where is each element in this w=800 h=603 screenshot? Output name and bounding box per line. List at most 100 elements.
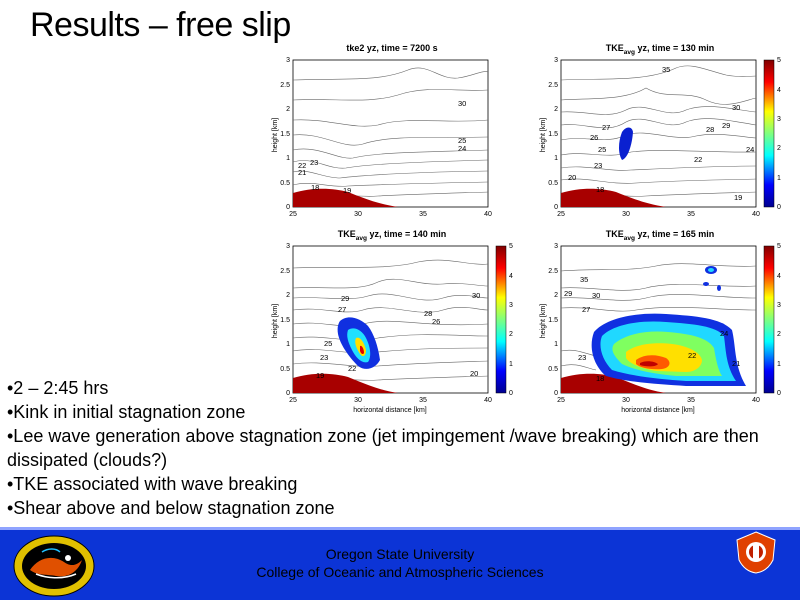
plot-title: tke2 yz, time = 7200 s (346, 43, 437, 53)
contour-label: 25 (598, 145, 606, 154)
bullet-list: •2 – 2:45 hrs •Kink in initial stagnatio… (7, 376, 793, 520)
svg-text:0: 0 (554, 204, 558, 211)
y-axis-label: height [km] (540, 118, 547, 152)
contour-label: 27 (338, 305, 346, 314)
contour-label: 28 (424, 309, 432, 318)
slide-title: Results – free slip (30, 6, 291, 44)
plot-title: TKEavg yz, time = 130 min (606, 43, 715, 56)
svg-text:0.5: 0.5 (548, 180, 558, 187)
y-tick-labels: 0 0.5 1 1.5 2 2.5 3 (548, 243, 558, 397)
svg-text:25: 25 (557, 211, 565, 218)
contour-label: 24 (720, 329, 728, 338)
svg-text:0.5: 0.5 (548, 366, 558, 373)
bullet-item: •Kink in initial stagnation zone (7, 402, 246, 422)
contour-label: 23 (320, 353, 328, 362)
svg-text:1: 1 (554, 341, 558, 348)
svg-text:1: 1 (554, 155, 558, 162)
svg-text:40: 40 (752, 397, 760, 404)
contour-label: 25 (324, 339, 332, 348)
svg-text:3: 3 (777, 116, 781, 123)
svg-text:25: 25 (289, 211, 297, 218)
x-tick-labels: 25 30 35 40 (557, 397, 760, 404)
svg-text:35: 35 (687, 397, 695, 404)
contour-label: 35 (662, 65, 670, 74)
svg-text:2: 2 (777, 145, 781, 152)
contour-label: 27 (602, 123, 610, 132)
svg-text:5: 5 (777, 243, 781, 250)
svg-text:1.5: 1.5 (548, 131, 558, 138)
plot-title: TKEavg yz, time = 140 min (338, 229, 447, 242)
plot-panel-tkeavg-165min: TKEavg yz, time = 165 min 0 (536, 226, 786, 416)
svg-text:0.5: 0.5 (280, 180, 290, 187)
svg-text:2: 2 (509, 331, 513, 338)
svg-text:4: 4 (509, 273, 513, 280)
colorbar-ticks: 0 1 2 3 4 5 (777, 57, 781, 211)
y-axis-label: height [km] (272, 118, 279, 152)
college-name: College of Oceanic and Atmospheric Scien… (256, 564, 544, 580)
svg-text:0: 0 (509, 390, 513, 397)
svg-text:1: 1 (777, 175, 781, 182)
plot-panel-tkeavg-130min: TKEavg yz, time = 130 min (536, 40, 786, 218)
contour-label: 30 (592, 291, 600, 300)
bullet-item: •Shear above and below stagnation zone (7, 498, 335, 518)
svg-text:2: 2 (777, 331, 781, 338)
svg-text:2: 2 (554, 292, 558, 299)
contour-label: 27 (582, 305, 590, 314)
svg-text:3: 3 (554, 57, 558, 64)
svg-text:1: 1 (286, 341, 290, 348)
svg-text:2.5: 2.5 (280, 82, 290, 89)
x-tick-labels: 25 30 35 40 (289, 211, 492, 218)
svg-text:1: 1 (777, 361, 781, 368)
svg-text:1: 1 (286, 155, 290, 162)
svg-text:30: 30 (622, 397, 630, 404)
svg-text:2: 2 (286, 106, 290, 113)
contour-label: 24 (746, 145, 754, 154)
svg-text:0: 0 (286, 390, 290, 397)
contour-label: 22 (298, 161, 306, 170)
contour-label: 29 (722, 121, 730, 130)
x-axis-label: horizontal distance [km] (353, 407, 427, 414)
y-axis-label: height [km] (540, 304, 547, 338)
svg-text:40: 40 (484, 211, 492, 218)
plot-panel-tke2-7200s: tke2 yz, time = 7200 s 30 25 24 23 22 21… (268, 40, 518, 218)
contour-label: 23 (310, 158, 318, 167)
svg-text:4: 4 (777, 87, 781, 94)
svg-text:2.5: 2.5 (548, 268, 558, 275)
colorbar (763, 59, 775, 208)
tke-region (591, 266, 746, 386)
svg-text:0: 0 (554, 390, 558, 397)
contour-label: 20 (470, 369, 478, 378)
svg-text:1: 1 (509, 361, 513, 368)
contour-label: 26 (432, 317, 440, 326)
colorbar-ticks: 0 1 2 3 4 5 (777, 243, 781, 397)
svg-text:5: 5 (509, 243, 513, 250)
y-axis-label: height [km] (272, 304, 279, 338)
svg-text:40: 40 (484, 397, 492, 404)
bullet-item: •Lee wave generation above stagnation zo… (7, 426, 759, 470)
contour-label: 18 (311, 183, 319, 192)
svg-text:0: 0 (286, 204, 290, 211)
svg-text:30: 30 (354, 211, 362, 218)
svg-text:0: 0 (777, 390, 781, 397)
svg-text:2.5: 2.5 (548, 82, 558, 89)
contour-label: 23 (594, 161, 602, 170)
tke-region (619, 127, 633, 160)
svg-text:1.5: 1.5 (280, 317, 290, 324)
svg-text:4: 4 (777, 273, 781, 280)
svg-text:3: 3 (554, 243, 558, 250)
contour-label: 19 (343, 186, 351, 195)
svg-text:25: 25 (289, 397, 297, 404)
svg-text:2: 2 (554, 106, 558, 113)
contour-label: 21 (298, 168, 306, 177)
contour-label: 28 (706, 125, 714, 134)
svg-text:40: 40 (752, 211, 760, 218)
contour-label: 20 (568, 173, 576, 182)
y-tick-labels: 0 0.5 1 1.5 2 2.5 3 (280, 57, 290, 211)
contour-label: 19 (316, 371, 324, 380)
x-tick-labels: 25 30 35 40 (289, 397, 492, 404)
contour-label: 22 (348, 364, 356, 373)
plot-figure: TKEavg yz, time = 165 min 0 (540, 229, 781, 414)
y-tick-labels: 0 0.5 1 1.5 2 2.5 3 (280, 243, 290, 397)
contour-label: 19 (734, 193, 742, 202)
svg-text:35: 35 (687, 211, 695, 218)
